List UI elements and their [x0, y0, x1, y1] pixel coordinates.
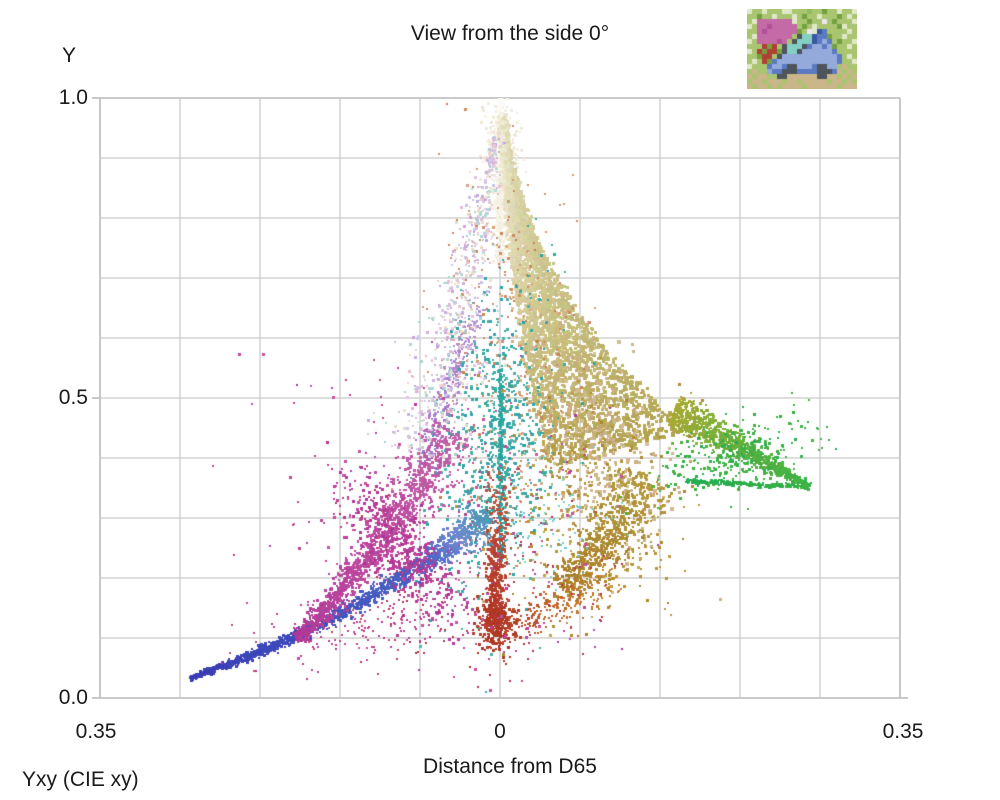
- x-tick-label-left-0.35: 0.35: [75, 720, 117, 743]
- x-axis-title: Distance from D65: [423, 755, 597, 778]
- y-tick-label-1.0: 1.0: [58, 86, 88, 109]
- y-axis-title: Y: [61, 44, 76, 67]
- gamut-point-cloud: [100, 98, 900, 698]
- y-tick-label-0.0: 0.0: [58, 686, 88, 709]
- x-tick-label-right-0.35: 0.35: [882, 720, 924, 743]
- plot-area: [92, 97, 908, 699]
- colorspace-label: Yxy (CIE xy): [22, 768, 139, 791]
- y-tick-label-0.5: 0.5: [58, 386, 88, 409]
- x-tick-label-0: 0: [494, 720, 506, 743]
- source-image-thumbnail: [747, 9, 857, 89]
- chart-title: View from the side 0°: [410, 22, 610, 45]
